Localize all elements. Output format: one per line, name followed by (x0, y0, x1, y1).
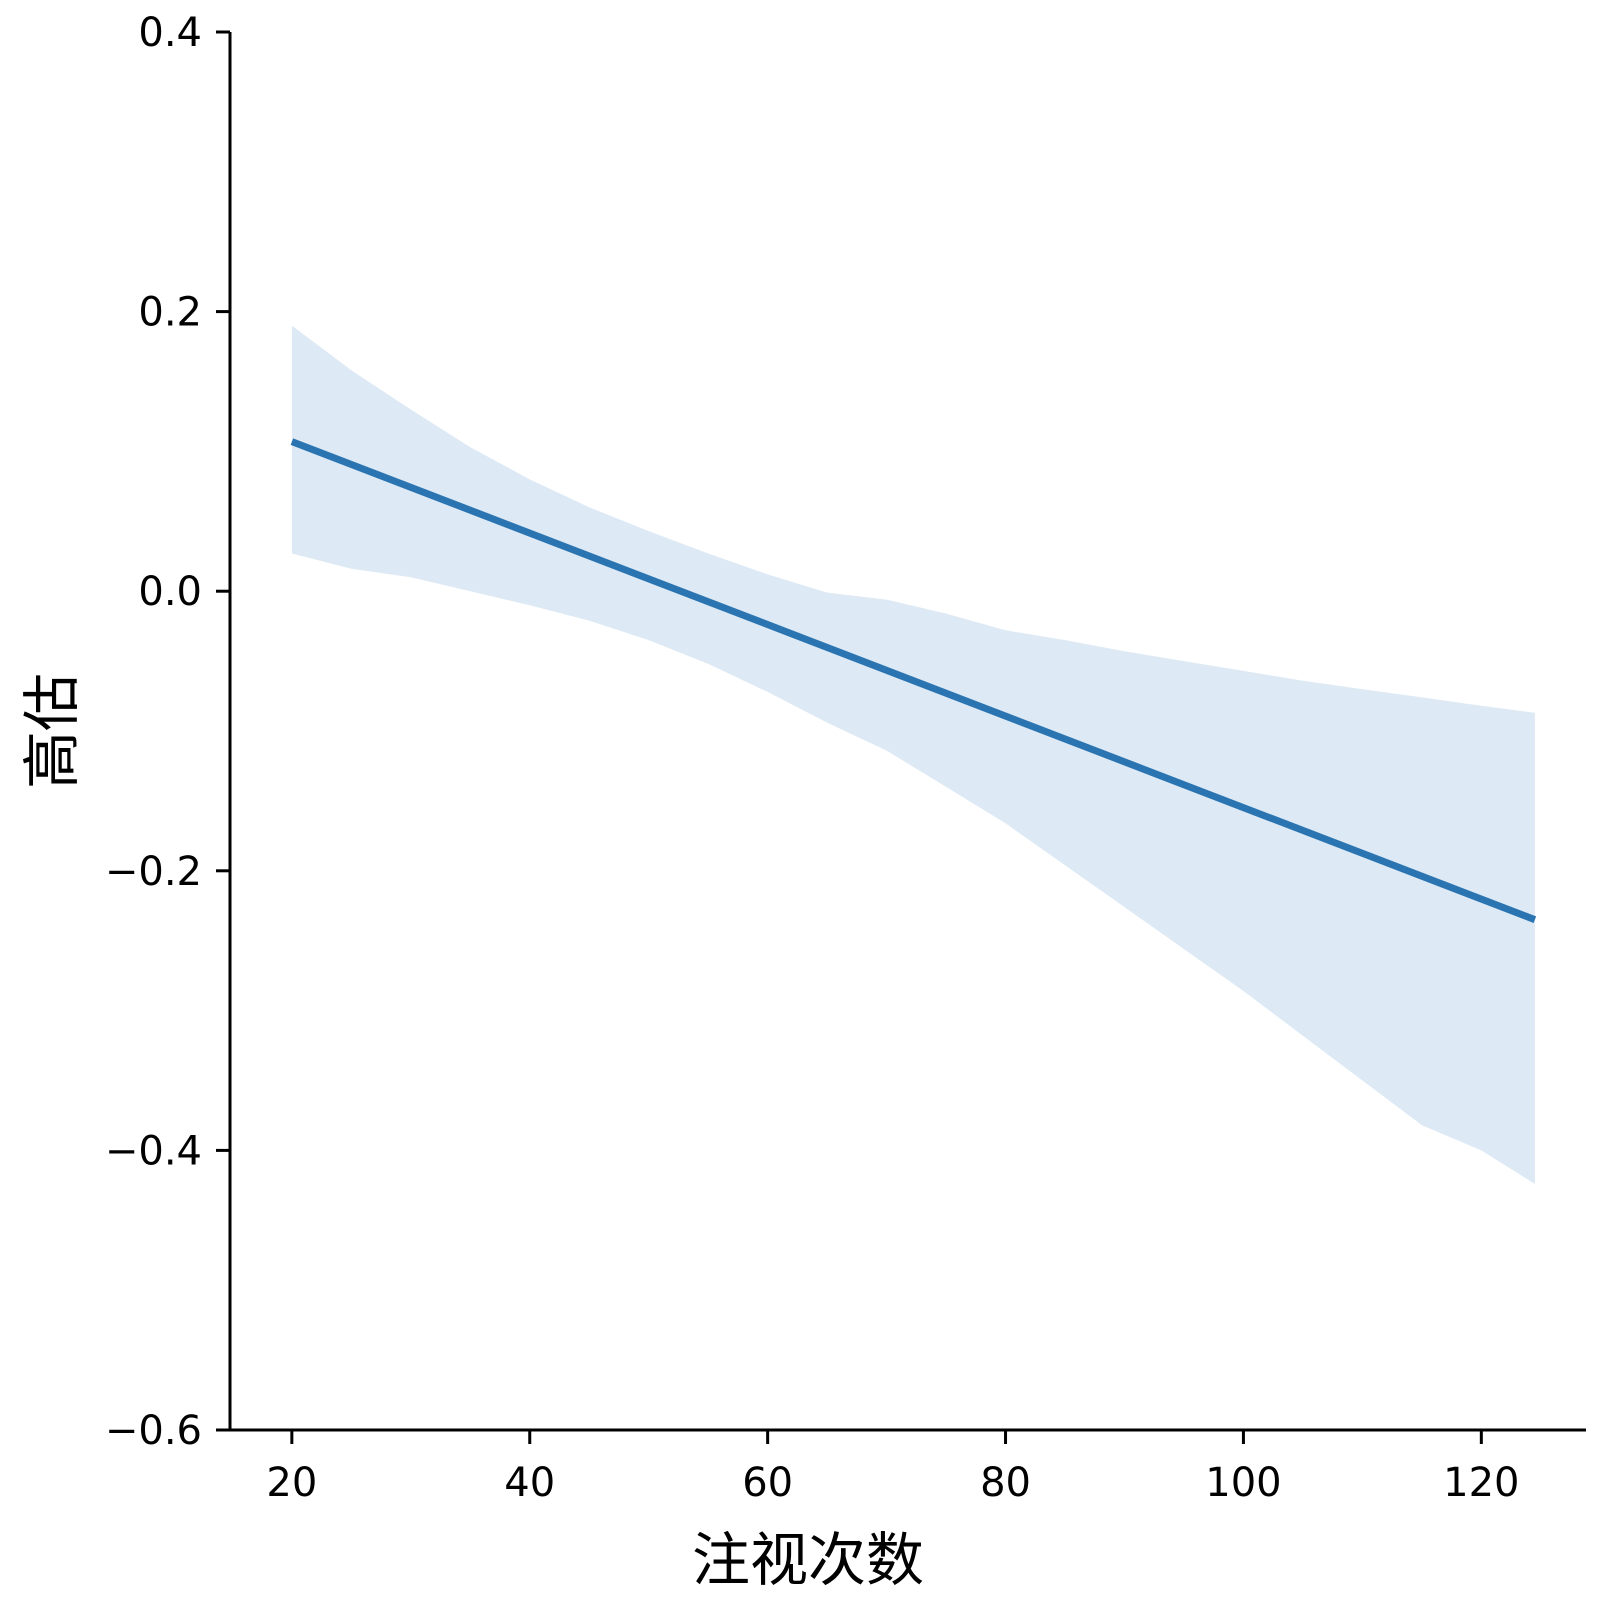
regression-line-layer (290, 438, 1537, 923)
axes (228, 32, 1586, 1432)
y-tick-label: 0.2 (138, 290, 202, 336)
x-tick-label: 120 (1443, 1460, 1519, 1506)
confidence-band (291, 325, 1535, 1185)
y-tick-label: 0.0 (138, 569, 202, 615)
confidence-band-layer (291, 325, 1535, 1185)
x-axis-title: 注视次数 (692, 1526, 924, 1594)
regression-line (290, 438, 1537, 923)
x-tick-label: 60 (742, 1460, 793, 1506)
ticks: 20 40 60 80 100 120 −0.6 −0.4 −0.2 0.0 0.2 0.4 (105, 10, 1520, 1506)
y-axis-title: 高估 (18, 673, 86, 789)
y-tick-label: 0.4 (138, 10, 202, 56)
y-tick-label: −0.6 (105, 1408, 202, 1454)
x-tick-label: 20 (266, 1460, 317, 1506)
y-tick-label: −0.4 (105, 1128, 202, 1174)
y-tick-label: −0.2 (105, 849, 202, 895)
x-tick-label: 80 (980, 1460, 1031, 1506)
x-tick-label: 100 (1205, 1460, 1281, 1506)
x-tick-label: 40 (504, 1460, 555, 1506)
